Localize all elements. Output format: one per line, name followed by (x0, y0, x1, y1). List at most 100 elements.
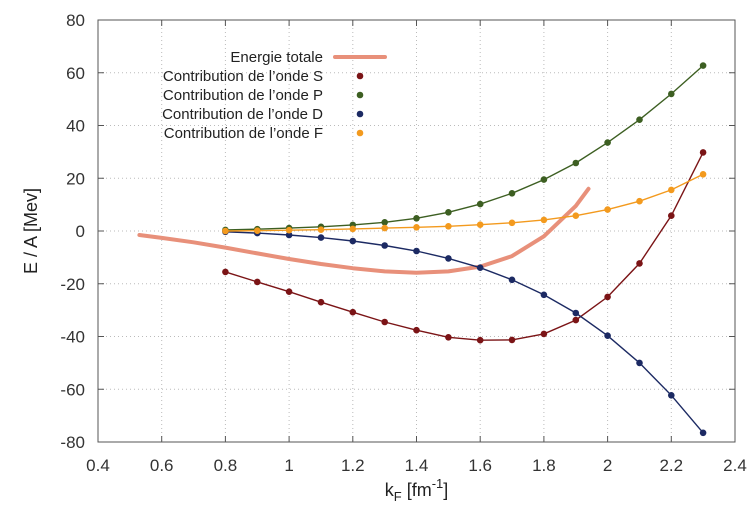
x-axis-title-main: k (385, 480, 395, 500)
data-point (253, 227, 261, 234)
data-point (508, 190, 516, 197)
data-point (285, 288, 293, 296)
x-axis-title-unit: [fm (402, 480, 432, 500)
data-point (699, 62, 707, 69)
data-point (636, 197, 643, 205)
x-tick-label: 1.2 (341, 456, 365, 475)
legend-item: Contribution de l’onde S (163, 68, 364, 85)
data-point (572, 316, 580, 324)
y-tick-label: -40 (60, 328, 85, 347)
x-tick-label: 2.4 (723, 456, 747, 475)
data-point (445, 223, 452, 230)
data-point (699, 149, 707, 156)
data-point (317, 226, 325, 233)
series-energie-totale (137, 186, 591, 275)
data-point (413, 326, 420, 334)
data-point (381, 242, 389, 249)
y-tick-label: -60 (60, 380, 85, 399)
y-tick-labels: -80 -60 -40 -20 0 20 40 60 80 (60, 11, 85, 452)
data-point (317, 234, 325, 241)
data-point (572, 212, 580, 219)
data-point (668, 90, 675, 98)
data-point (476, 221, 484, 228)
data-point (636, 260, 643, 267)
data-point (253, 278, 261, 286)
data-point (413, 215, 420, 222)
data-point (413, 247, 420, 255)
legend-item: Contribution de l’onde D (162, 106, 364, 123)
y-tick-label: -20 (60, 275, 85, 294)
data-point (222, 268, 229, 276)
series-line (225, 152, 704, 341)
data-point (604, 206, 611, 213)
x-axis-title: kF [fm-1] (385, 476, 449, 504)
data-point (445, 334, 452, 341)
legend-label: Contribution de l’onde D (162, 106, 323, 123)
data-point (636, 116, 643, 123)
x-axis-title-unit-close: ] (443, 480, 448, 500)
y-tick-label: 60 (66, 64, 85, 83)
legend-item: Contribution de l’onde F (164, 125, 364, 142)
x-tick-label: 0.6 (150, 456, 174, 475)
data-point (604, 139, 611, 146)
data-point (572, 309, 580, 317)
x-tick-label: 1.4 (405, 456, 429, 475)
data-point (636, 359, 643, 367)
legend-item: Contribution de l’onde P (163, 87, 364, 104)
series-contribution-de-l-onde-f (222, 171, 707, 235)
data-point (317, 298, 325, 306)
data-point (445, 255, 452, 262)
data-point (445, 209, 452, 216)
data-point (668, 186, 675, 194)
data-point (604, 332, 611, 340)
data-point (381, 224, 389, 232)
data-point (668, 212, 675, 219)
legend-point-swatch (356, 91, 364, 99)
data-point (476, 200, 484, 208)
x-tick-label: 1.8 (532, 456, 556, 475)
data-point (540, 176, 548, 183)
data-point (604, 293, 611, 301)
x-axis-title-sub: F (394, 489, 402, 504)
x-tick-label: 1.6 (468, 456, 492, 475)
data-point (476, 336, 484, 344)
series-contribution-de-l-onde-d (222, 228, 707, 437)
series-line (137, 186, 591, 275)
data-point (508, 276, 516, 284)
y-tick-label: 0 (76, 222, 85, 241)
x-tick-label: 1 (284, 456, 293, 475)
data-point (285, 226, 293, 234)
data-point (699, 429, 707, 437)
tick-marks (97, 19, 736, 443)
x-tick-label: 0.4 (86, 456, 110, 475)
data-point (540, 216, 548, 224)
legend-label: Contribution de l’onde S (163, 68, 323, 85)
x-axis-title-sup: -1 (432, 476, 444, 491)
data-point (476, 264, 484, 272)
data-point (349, 225, 357, 233)
series-contribution-de-l-onde-s (222, 149, 707, 344)
data-point (349, 308, 357, 316)
legend-point-swatch (356, 72, 364, 80)
data-point (413, 224, 420, 231)
legend-label: Contribution de l’onde F (164, 125, 323, 142)
series-line (225, 65, 704, 231)
y-tick-label: 20 (66, 169, 85, 188)
data-point (668, 392, 675, 399)
y-axis-title: E / A [Mev] (21, 188, 41, 274)
legend-point-swatch (356, 129, 364, 137)
legend-label: Energie totale (230, 49, 323, 66)
x-tick-labels: 0.4 0.6 0.8 1 1.2 1.4 1.6 1.8 2 2.2 2.4 (86, 456, 747, 475)
legend: Energie totale Contribution de l’onde S Co… (162, 49, 387, 142)
y-tick-label: 80 (66, 11, 85, 30)
data-point (508, 219, 516, 227)
data-point (572, 159, 580, 167)
series-line (225, 231, 704, 434)
data-point (381, 219, 389, 226)
series-line (225, 173, 704, 232)
data-point (540, 330, 548, 338)
data-point (699, 171, 707, 178)
x-tick-label: 2.2 (659, 456, 683, 475)
data-point (222, 227, 229, 235)
